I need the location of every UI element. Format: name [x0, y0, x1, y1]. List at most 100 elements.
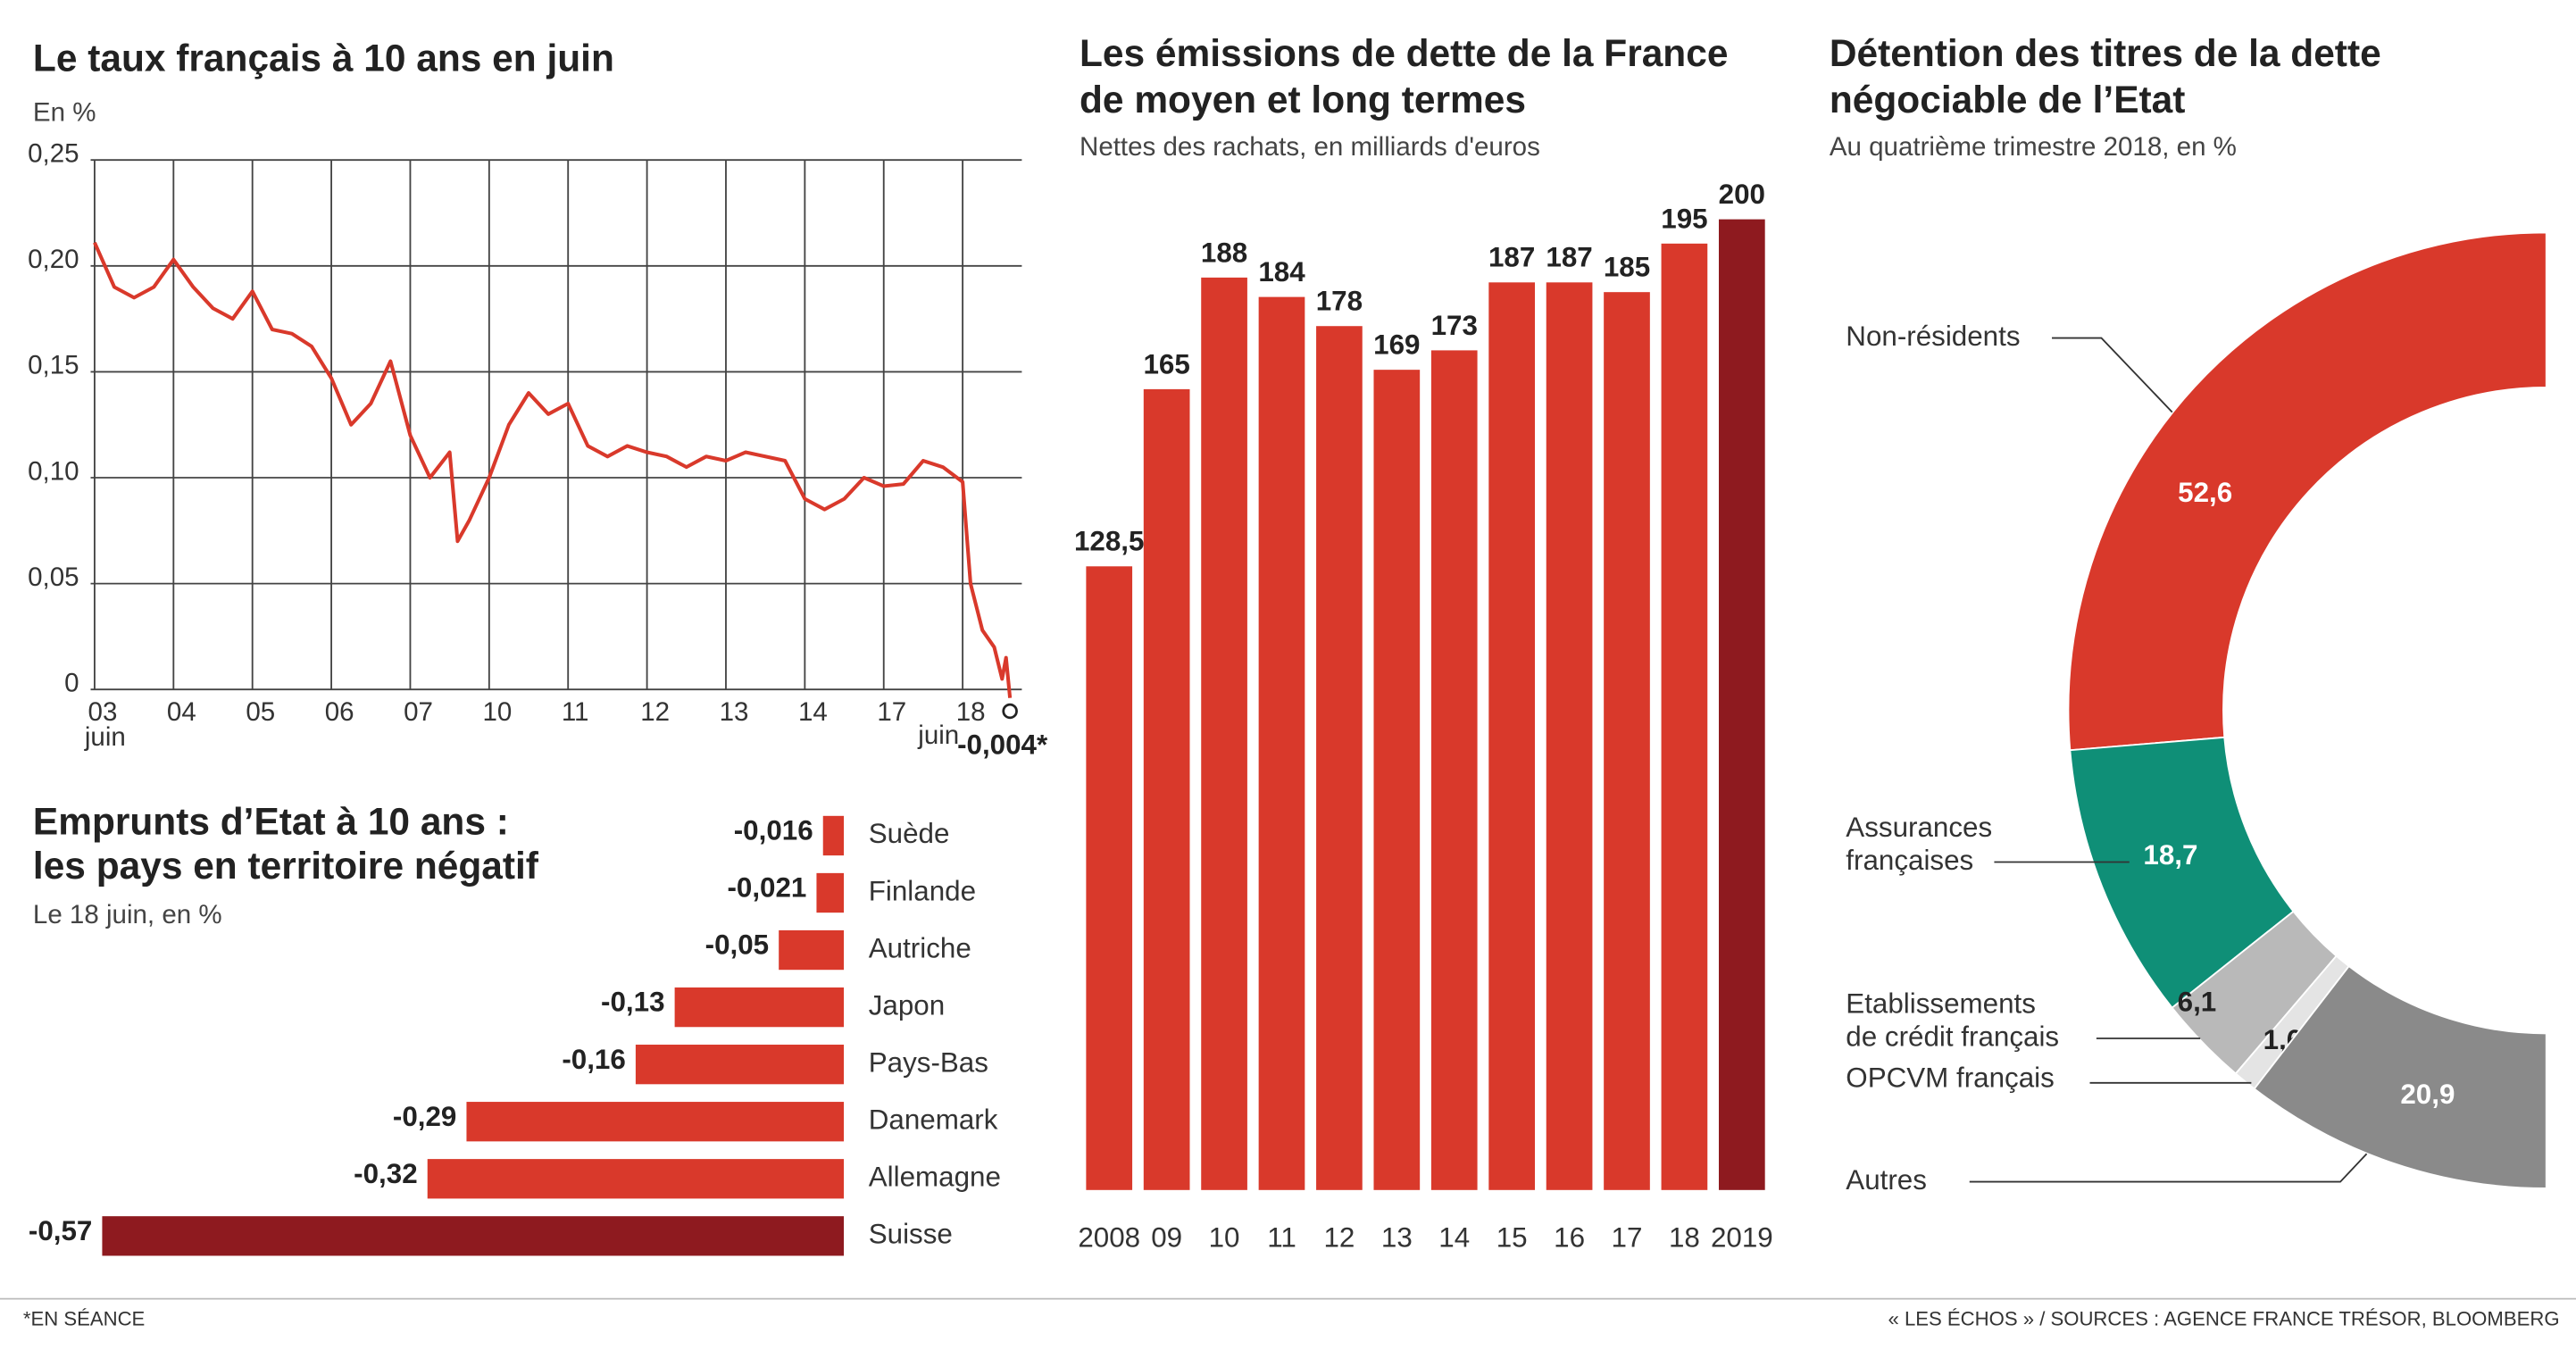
- value-label: 195: [1661, 203, 1707, 234]
- last-point: [1002, 703, 1018, 720]
- value-label: -0,16: [562, 1044, 625, 1075]
- category-label: 12: [1323, 1221, 1355, 1253]
- leader-line: [1969, 1153, 2368, 1183]
- bar: [427, 1159, 845, 1199]
- x-tick-label: 18: [956, 697, 986, 727]
- bar: [1430, 350, 1478, 1190]
- chart-title: Détention des titres de la dette: [1830, 32, 2381, 74]
- value-label: 20,9: [2400, 1079, 2455, 1110]
- category-label: Non-résidents: [1846, 321, 2020, 352]
- bar: [1201, 277, 1247, 1190]
- bar: [1316, 326, 1363, 1190]
- value-label: -0,021: [727, 872, 806, 904]
- chart-subtitle: Au quatrième trimestre 2018, en %: [1830, 132, 2237, 162]
- category-label: 2008: [1078, 1221, 1140, 1253]
- y-tick-label: 0,25: [28, 138, 79, 168]
- bar: [1546, 282, 1593, 1190]
- x-tick-label: 14: [798, 697, 828, 727]
- category-label: Autres: [1846, 1164, 1927, 1196]
- value-label: 18,7: [2143, 839, 2197, 871]
- category-label: Pays-Bas: [869, 1046, 988, 1078]
- value-label: 187: [1546, 242, 1592, 273]
- category-label: françaises: [1846, 845, 1973, 876]
- value-label: 128,5: [1074, 526, 1144, 557]
- bar: [816, 872, 845, 913]
- category-label: OPCVM français: [1846, 1062, 2055, 1093]
- value-label: -0,32: [354, 1158, 417, 1189]
- chart-title: Emprunts d’Etat à 10 ans :: [33, 800, 509, 842]
- category-label: Suisse: [869, 1219, 953, 1250]
- value-label: 173: [1431, 310, 1478, 341]
- value-label: 165: [1143, 348, 1189, 379]
- chart-subtitle: Le 18 juin, en %: [33, 900, 222, 929]
- category-label: 15: [1496, 1221, 1528, 1253]
- x-tick-label: 13: [720, 697, 749, 727]
- bar: [1373, 370, 1421, 1190]
- y-tick-label: 0,15: [28, 351, 79, 380]
- source: « LES ÉCHOS » / SOURCES : AGENCE FRANCE …: [1888, 1307, 2560, 1329]
- category-label: 11: [1267, 1221, 1296, 1253]
- footnote: *EN SÉANCE: [23, 1307, 145, 1329]
- category-label: Japon: [869, 989, 945, 1021]
- category-label: Danemark: [869, 1104, 998, 1135]
- x-axis-label: juin: [84, 722, 126, 752]
- donut-segment: [2253, 964, 2547, 1189]
- value-label: 188: [1201, 237, 1247, 268]
- value-label: -0,13: [601, 987, 664, 1018]
- category-label: 16: [1554, 1221, 1585, 1253]
- value-label: -0,57: [29, 1215, 92, 1246]
- donut-segment: [2067, 231, 2547, 752]
- x-tick-label: 11: [562, 697, 589, 727]
- rate-line: [93, 241, 1013, 698]
- y-tick-label: 0,10: [28, 456, 79, 486]
- bar: [1661, 243, 1708, 1190]
- category-label: Autriche: [869, 932, 971, 963]
- chart-title: les pays en territoire négatif: [33, 845, 539, 887]
- bar: [1604, 292, 1650, 1190]
- bar: [1086, 566, 1133, 1190]
- category-label: 2019: [1711, 1221, 1773, 1253]
- x-tick-label: 03: [88, 697, 118, 727]
- chart-subtitle: Nettes des rachats, en milliards d'euros: [1080, 132, 1540, 162]
- chart-title: négociable de l’Etat: [1830, 79, 2186, 121]
- value-label: 187: [1488, 242, 1535, 273]
- category-label: Assurances: [1846, 812, 1992, 843]
- bar: [674, 987, 845, 1028]
- value-label: 184: [1258, 256, 1305, 288]
- category-label: 17: [1612, 1221, 1643, 1253]
- x-tick-label: 04: [167, 697, 196, 727]
- bar: [1718, 219, 1765, 1190]
- category-label: Suède: [869, 818, 950, 849]
- value-label: 52,6: [2178, 477, 2232, 508]
- bar: [779, 929, 845, 971]
- category-label: 14: [1438, 1221, 1470, 1253]
- value-label: -0,016: [734, 815, 813, 846]
- y-tick-label: 0,05: [28, 562, 79, 592]
- bar: [466, 1102, 845, 1142]
- bar: [1488, 282, 1536, 1190]
- category-label: Etablissements: [1846, 988, 2036, 1019]
- category-label: 10: [1209, 1221, 1240, 1253]
- category-label: de crédit français: [1846, 1021, 2059, 1052]
- y-tick-label: 0,20: [28, 245, 79, 274]
- category-label: Allemagne: [869, 1162, 1001, 1193]
- x-tick-label: 10: [482, 697, 512, 727]
- x-tick-label: 05: [246, 697, 275, 727]
- bar: [635, 1045, 845, 1085]
- value-label: 200: [1719, 179, 1765, 210]
- category-label: 13: [1381, 1221, 1413, 1253]
- x-tick-label: 07: [404, 697, 433, 727]
- value-label: -0,29: [393, 1101, 456, 1132]
- value-label: 178: [1316, 286, 1363, 317]
- category-label: 18: [1669, 1221, 1700, 1253]
- chart-subtitle: En %: [33, 97, 96, 127]
- annotation: -0,004*: [957, 729, 1048, 761]
- leader-line: [2052, 337, 2173, 413]
- value-label: 169: [1373, 329, 1420, 361]
- category-label: Finlande: [869, 875, 976, 906]
- x-tick-label: 12: [640, 697, 670, 727]
- bar: [1258, 296, 1305, 1190]
- y-tick-label: 0: [64, 668, 79, 697]
- x-tick-label: 06: [325, 697, 354, 727]
